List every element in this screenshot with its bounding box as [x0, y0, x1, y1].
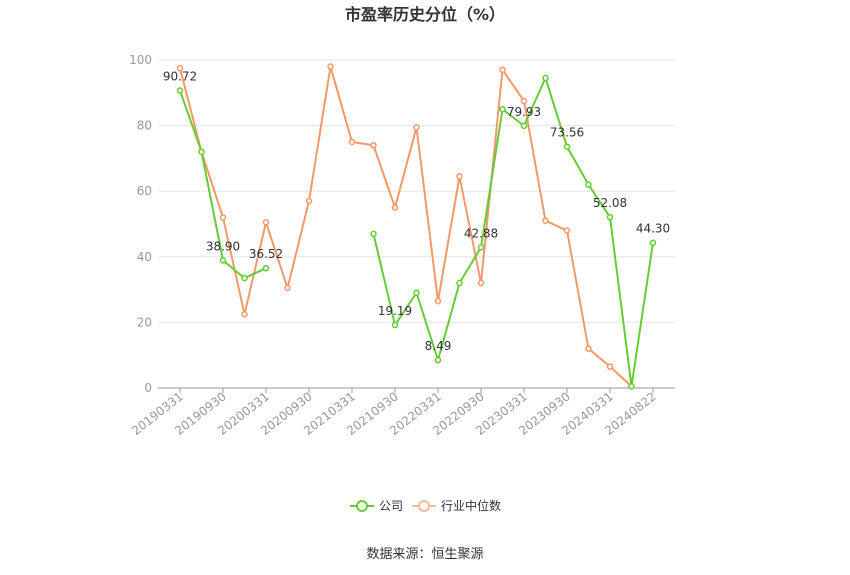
data-label: 90.72 — [163, 69, 197, 83]
legend-label: 行业中位数 — [441, 498, 501, 513]
chart-title: 市盈率历史分位（%） — [345, 5, 505, 24]
series-line-0 — [372, 75, 654, 387]
legend-item-1[interactable]: 行业中位数 — [412, 498, 501, 513]
data-point-0[interactable] — [176, 87, 184, 94]
data-point-1[interactable] — [434, 297, 442, 305]
data-point-0[interactable] — [520, 122, 528, 130]
data-point-0[interactable] — [198, 148, 205, 156]
data-point-0[interactable] — [563, 143, 571, 150]
data-point-0[interactable] — [542, 74, 549, 82]
grid — [158, 59, 675, 323]
data-label: 44.30 — [636, 222, 670, 236]
data-labels: 90.72 38.90 36.52 19.19 8.49 42.88 79.93 73.56 5… — [163, 69, 670, 353]
data-point-0[interactable] — [606, 213, 614, 221]
data-point-1[interactable] — [606, 363, 614, 370]
data-point-1[interactable] — [262, 219, 270, 226]
data-point-1[interactable] — [520, 97, 528, 105]
legend[interactable]: 公司 行业中位数 — [350, 498, 501, 513]
data-point-1[interactable] — [348, 138, 356, 146]
y-axis: 0 20 40 60 80 100 — [129, 53, 152, 395]
data-label: 8.49 — [425, 339, 452, 353]
series-line-1 — [179, 66, 633, 388]
data-point-1[interactable] — [477, 279, 485, 287]
data-label: 38.90 — [206, 239, 240, 253]
data-point-0[interactable] — [241, 274, 248, 282]
data-point-1[interactable] — [563, 227, 571, 234]
data-point-0[interactable] — [219, 257, 227, 264]
series-points — [176, 63, 657, 390]
data-point-0[interactable] — [391, 321, 399, 329]
data-point-1[interactable] — [241, 310, 248, 318]
data-point-1[interactable] — [542, 217, 549, 224]
data-point-1[interactable] — [327, 63, 334, 70]
data-point-0[interactable] — [413, 289, 420, 297]
data-point-0[interactable] — [649, 239, 657, 246]
data-point-1[interactable] — [284, 284, 291, 292]
data-point-0[interactable] — [370, 230, 377, 238]
data-point-1[interactable] — [176, 64, 184, 72]
data-point-1[interactable] — [499, 66, 506, 74]
data-point-0[interactable] — [434, 356, 442, 364]
data-point-1[interactable] — [391, 204, 399, 211]
data-point-0[interactable] — [477, 244, 485, 251]
data-label: 73.56 — [550, 126, 584, 140]
y-tick-label: 80 — [137, 119, 152, 133]
data-point-0[interactable] — [499, 105, 506, 113]
y-tick-label: 60 — [137, 184, 152, 198]
series-lines — [179, 66, 654, 388]
data-label: 42.88 — [464, 226, 498, 240]
y-tick-label: 20 — [137, 315, 152, 329]
data-label: 19.19 — [378, 304, 412, 318]
data-label: 52.08 — [593, 196, 627, 210]
data-point-1[interactable] — [585, 345, 592, 352]
data-point-1[interactable] — [413, 123, 420, 131]
y-tick-label: 0 — [144, 381, 152, 395]
data-point-1[interactable] — [305, 197, 313, 205]
source-note: 数据来源：恒生聚源 — [366, 547, 483, 562]
y-tick-label: 40 — [137, 250, 152, 264]
legend-marker — [356, 500, 368, 512]
data-label: 79.93 — [507, 105, 541, 119]
data-point-0[interactable] — [585, 181, 592, 188]
legend-marker — [418, 500, 430, 512]
data-point-1[interactable] — [456, 173, 463, 180]
data-label: 36.52 — [249, 247, 283, 261]
legend-label: 公司 — [379, 499, 403, 513]
data-point-0[interactable] — [456, 279, 463, 287]
x-axis: 2019033120190930202003312020093020210331… — [129, 387, 675, 438]
data-point-0[interactable] — [628, 383, 635, 390]
data-point-1[interactable] — [219, 214, 227, 221]
data-point-0[interactable] — [262, 264, 270, 272]
y-tick-label: 100 — [129, 53, 152, 67]
data-point-1[interactable] — [370, 142, 377, 149]
legend-item-0[interactable]: 公司 — [350, 499, 403, 513]
